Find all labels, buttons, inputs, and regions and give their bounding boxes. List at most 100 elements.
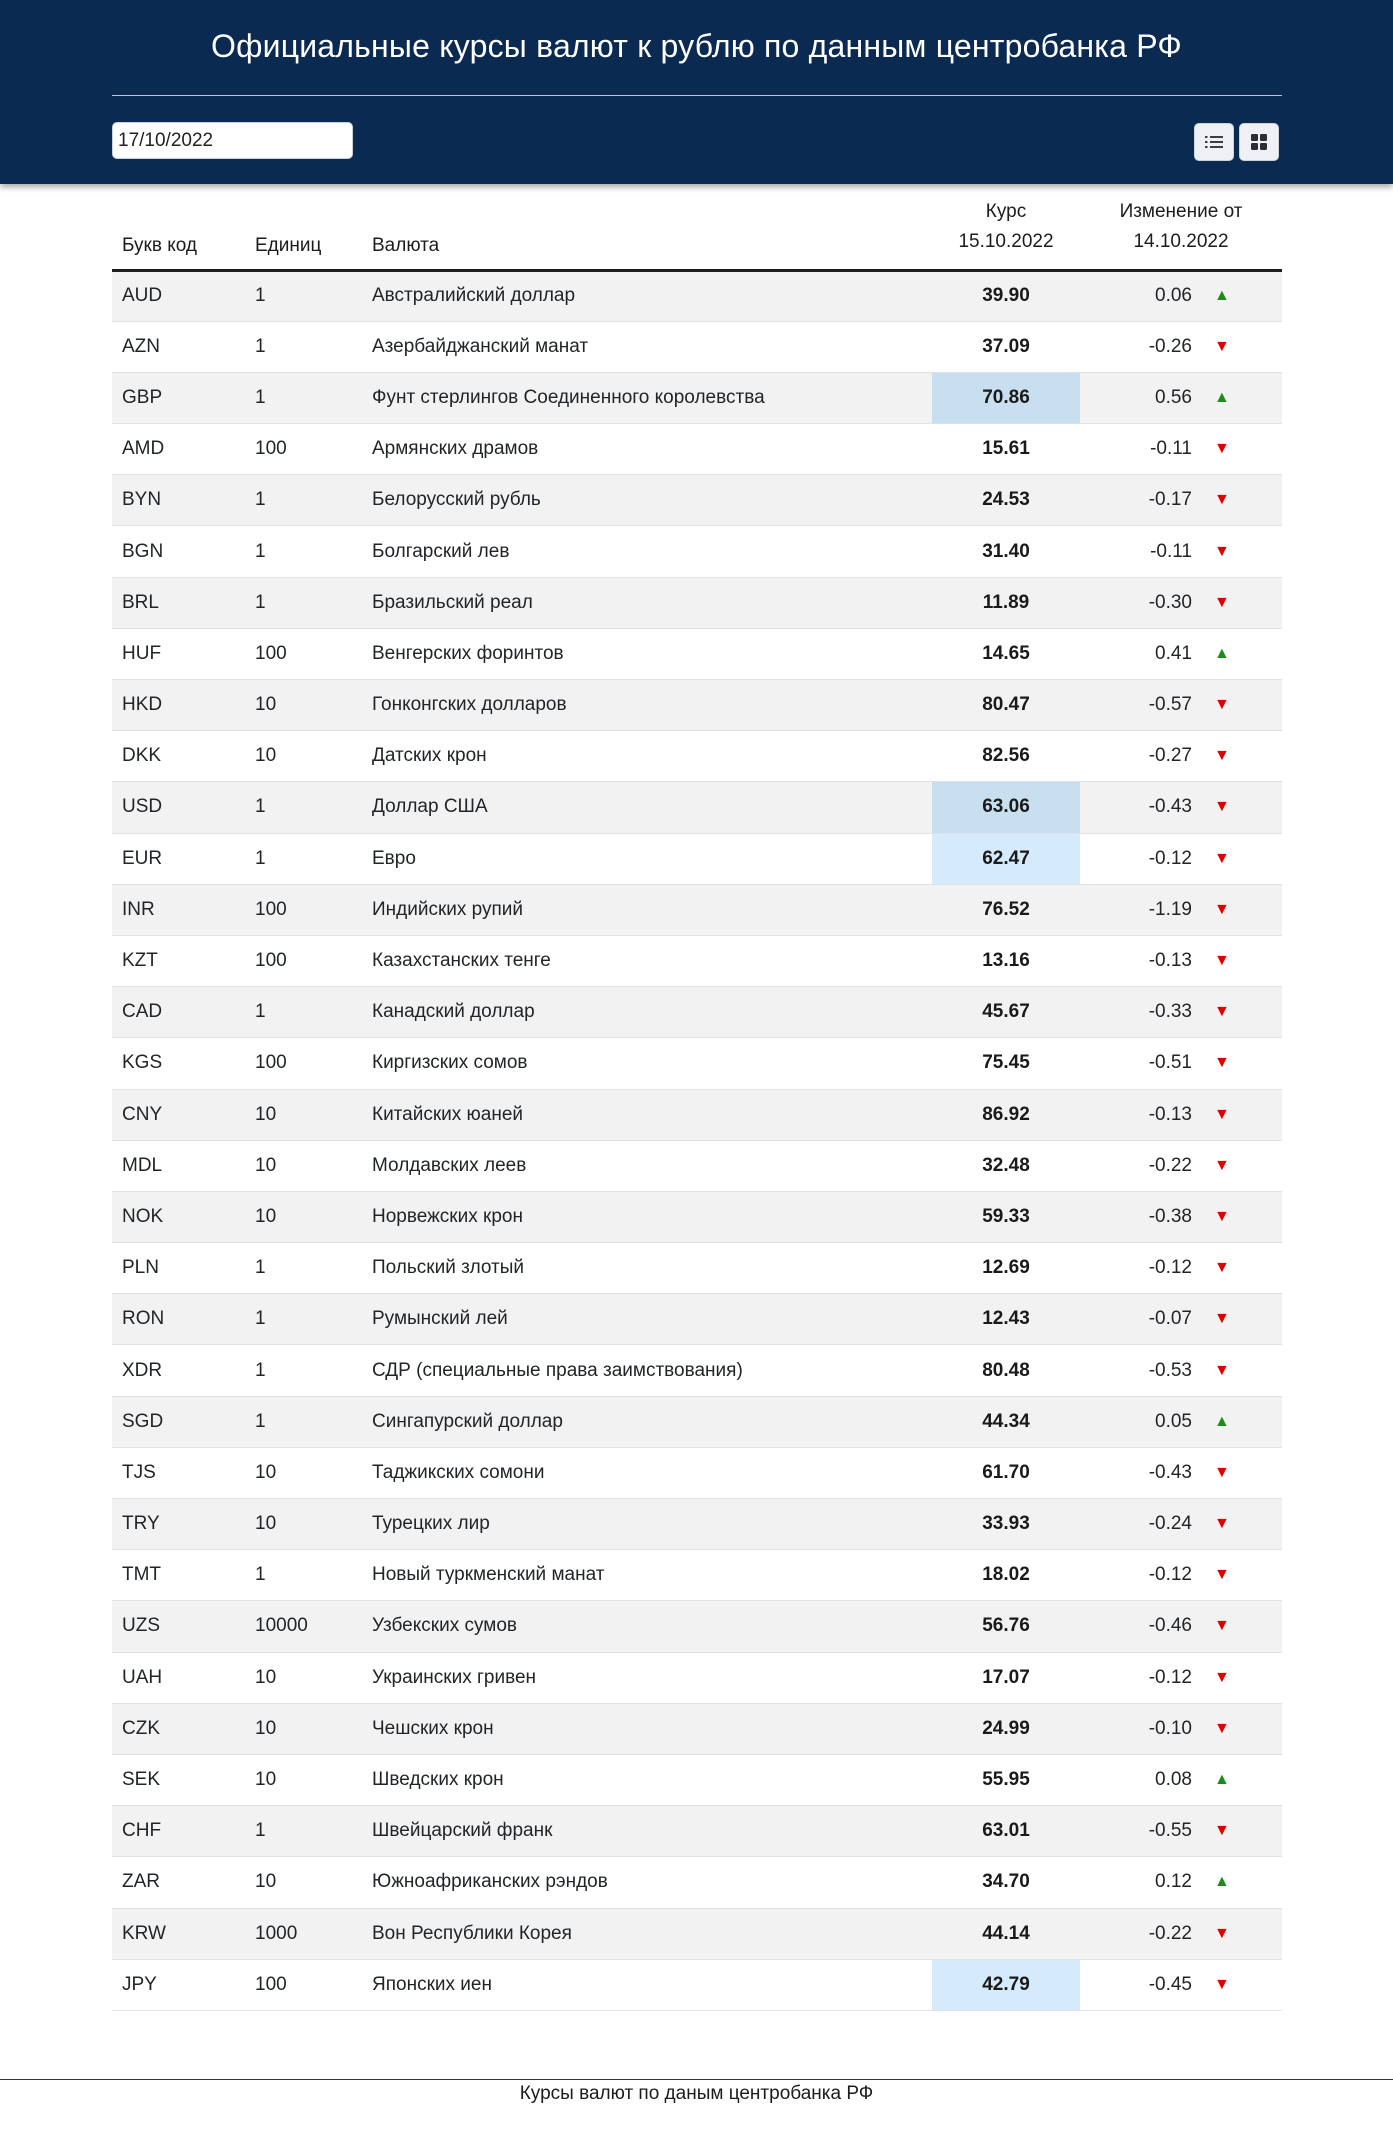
table-row[interactable]: KRW 1000 Вон Республики Корея 44.14 -0.22 ▼ bbox=[112, 1908, 1282, 1960]
table-row[interactable]: CZK 10 Чешских крон 24.99 -0.10 ▼ bbox=[112, 1703, 1282, 1755]
table-row[interactable]: MDL 10 Молдавских леев 32.48 -0.22 ▼ bbox=[112, 1140, 1282, 1192]
trend-cell: ▲ bbox=[1204, 628, 1282, 681]
table-row[interactable]: BGN 1 Болгарский лев 31.40 -0.11 ▼ bbox=[112, 525, 1282, 578]
table-row[interactable]: TMT 1 Новый туркменский манат 18.02 -0.12 ▼ bbox=[112, 1549, 1282, 1602]
table-row[interactable]: JPY 100 Японских иен 42.79 -0.45 ▼ bbox=[112, 1959, 1282, 2011]
trend-cell: ▼ bbox=[1204, 1498, 1282, 1551]
rate-cell: 44.14 bbox=[932, 1908, 1080, 1960]
units-cell: 10 bbox=[245, 679, 362, 732]
table-row[interactable]: TJS 10 Таджикских сомони 61.70 -0.43 ▼ bbox=[112, 1447, 1282, 1500]
trend-cell: ▼ bbox=[1204, 1344, 1282, 1397]
table-row[interactable]: DKK 10 Датских крон 82.56 -0.27 ▼ bbox=[112, 730, 1282, 783]
table-row[interactable]: AUD 1 Австралийский доллар 39.90 0.06 ▲ bbox=[112, 270, 1282, 322]
units-cell: 10 bbox=[245, 1498, 362, 1551]
column-header-code[interactable]: Букв код bbox=[112, 196, 245, 272]
currency-code-cell: SGD bbox=[112, 1396, 245, 1448]
rate-header-date: 15.10.2022 bbox=[958, 230, 1054, 252]
currency-code-cell: AMD bbox=[112, 423, 245, 476]
table-row[interactable]: GBP 1 Фунт стерлингов Соединенного королев… bbox=[112, 372, 1282, 425]
arrow-down-icon: ▼ bbox=[1214, 1617, 1230, 1635]
table-row[interactable]: RON 1 Румынский лей 12.43 -0.07 ▼ bbox=[112, 1293, 1282, 1346]
table-row[interactable]: TRY 10 Турецких лир 33.93 -0.24 ▼ bbox=[112, 1498, 1282, 1551]
units-cell: 100 bbox=[245, 884, 362, 936]
table-row[interactable]: KGS 100 Киргизских сомов 75.45 -0.51 ▼ bbox=[112, 1037, 1282, 1090]
trend-cell: ▼ bbox=[1204, 1549, 1282, 1602]
units-cell: 10 bbox=[245, 1856, 362, 1909]
arrow-down-icon: ▼ bbox=[1214, 1054, 1230, 1072]
arrow-down-icon: ▼ bbox=[1214, 542, 1230, 560]
arrow-down-icon: ▼ bbox=[1214, 337, 1230, 355]
units-cell: 10 bbox=[245, 1447, 362, 1500]
table-row[interactable]: ZAR 10 Южноафриканских рэндов 34.70 0.12 ▲ bbox=[112, 1856, 1282, 1909]
table-row[interactable]: SEK 10 Шведских крон 55.95 0.08 ▲ bbox=[112, 1754, 1282, 1807]
table-row[interactable]: XDR 1 СДР (специальные права заимствования… bbox=[112, 1344, 1282, 1397]
grid-icon bbox=[1251, 134, 1267, 150]
units-cell: 1 bbox=[245, 1344, 362, 1397]
table-row[interactable]: CHF 1 Швейцарский франк 63.01 -0.55 ▼ bbox=[112, 1805, 1282, 1858]
currency-code-cell: KZT bbox=[112, 935, 245, 988]
arrow-down-icon: ▼ bbox=[1214, 798, 1230, 816]
currency-name-cell: Болгарский лев bbox=[362, 525, 932, 578]
column-header-change[interactable]: Изменение от 14.10.2022 bbox=[1080, 196, 1282, 272]
arrow-down-icon: ▼ bbox=[1214, 849, 1230, 867]
currency-code-cell: AZN bbox=[112, 321, 245, 373]
trend-cell: ▼ bbox=[1204, 1191, 1282, 1244]
table-row[interactable]: CNY 10 Китайских юаней 86.92 -0.13 ▼ bbox=[112, 1089, 1282, 1141]
currency-code-cell: KGS bbox=[112, 1037, 245, 1090]
currency-name-cell: Казахстанских тенге bbox=[362, 935, 932, 988]
rate-cell: 11.89 bbox=[932, 577, 1080, 629]
units-cell: 1 bbox=[245, 1549, 362, 1602]
arrow-down-icon: ▼ bbox=[1214, 1105, 1230, 1123]
units-cell: 10 bbox=[245, 1652, 362, 1704]
currency-code-cell: TJS bbox=[112, 1447, 245, 1500]
table-row[interactable]: KZT 100 Казахстанских тенге 13.16 -0.13 ▼ bbox=[112, 935, 1282, 988]
currency-code-cell: CHF bbox=[112, 1805, 245, 1858]
grid-view-button[interactable] bbox=[1239, 123, 1279, 161]
table-row[interactable]: PLN 1 Польский злотый 12.69 -0.12 ▼ bbox=[112, 1242, 1282, 1295]
table-row[interactable]: BYN 1 Белорусский рубль 24.53 -0.17 ▼ bbox=[112, 474, 1282, 527]
currency-code-cell: ZAR bbox=[112, 1856, 245, 1909]
change-cell: -0.30 bbox=[1080, 577, 1204, 629]
column-header-units[interactable]: Единиц bbox=[245, 196, 362, 272]
trend-cell: ▲ bbox=[1204, 1856, 1282, 1909]
trend-cell: ▼ bbox=[1204, 1242, 1282, 1295]
arrow-down-icon: ▼ bbox=[1214, 1515, 1230, 1533]
trend-cell: ▼ bbox=[1204, 1037, 1282, 1090]
trend-cell: ▼ bbox=[1204, 1805, 1282, 1858]
currency-name-cell: Фунт стерлингов Соединенного королевства bbox=[362, 372, 932, 425]
arrow-down-icon: ▼ bbox=[1214, 440, 1230, 458]
currency-code-cell: HUF bbox=[112, 628, 245, 681]
currency-name-cell: Белорусский рубль bbox=[362, 474, 932, 527]
table-row[interactable]: HUF 100 Венгерских форинтов 14.65 0.41 ▲ bbox=[112, 628, 1282, 681]
trend-cell: ▼ bbox=[1204, 1089, 1282, 1141]
column-header-rate[interactable]: Курс 15.10.2022 bbox=[932, 196, 1080, 272]
date-input[interactable] bbox=[112, 122, 353, 159]
currency-code-cell: UAH bbox=[112, 1652, 245, 1704]
currency-code-cell: GBP bbox=[112, 372, 245, 425]
trend-cell: ▼ bbox=[1204, 884, 1282, 936]
arrow-down-icon: ▼ bbox=[1214, 1668, 1230, 1686]
currency-code-cell: HKD bbox=[112, 679, 245, 732]
table-row[interactable]: UZS 10000 Узбекских сумов 56.76 -0.46 ▼ bbox=[112, 1600, 1282, 1653]
arrow-down-icon: ▼ bbox=[1214, 1207, 1230, 1225]
table-row[interactable]: EUR 1 Евро 62.47 -0.12 ▼ bbox=[112, 833, 1282, 885]
table-row[interactable]: BRL 1 Бразильский реал 11.89 -0.30 ▼ bbox=[112, 577, 1282, 629]
currency-name-cell: Доллар США bbox=[362, 781, 932, 834]
table-row[interactable]: SGD 1 Сингапурский доллар 44.34 0.05 ▲ bbox=[112, 1396, 1282, 1448]
currency-name-cell: Новый туркменский манат bbox=[362, 1549, 932, 1602]
table-row[interactable]: CAD 1 Канадский доллар 45.67 -0.33 ▼ bbox=[112, 986, 1282, 1039]
table-row[interactable]: HKD 10 Гонконгских долларов 80.47 -0.57 ▼ bbox=[112, 679, 1282, 732]
change-cell: -0.43 bbox=[1080, 1447, 1204, 1500]
table-row[interactable]: NOK 10 Норвежских крон 59.33 -0.38 ▼ bbox=[112, 1191, 1282, 1244]
list-view-button[interactable] bbox=[1194, 123, 1234, 161]
table-row[interactable]: AMD 100 Армянских драмов 15.61 -0.11 ▼ bbox=[112, 423, 1282, 476]
table-row[interactable]: INR 100 Индийских рупий 76.52 -1.19 ▼ bbox=[112, 884, 1282, 936]
table-row[interactable]: AZN 1 Азербайджанский манат 37.09 -0.26 ▼ bbox=[112, 321, 1282, 373]
change-cell: -0.12 bbox=[1080, 1652, 1204, 1704]
arrow-down-icon: ▼ bbox=[1214, 747, 1230, 765]
table-row[interactable]: UAH 10 Украинских гривен 17.07 -0.12 ▼ bbox=[112, 1652, 1282, 1704]
change-cell: -0.07 bbox=[1080, 1293, 1204, 1346]
arrow-up-icon: ▲ bbox=[1214, 1771, 1230, 1789]
column-header-currency[interactable]: Валюта bbox=[362, 196, 932, 272]
table-row[interactable]: USD 1 Доллар США 63.06 -0.43 ▼ bbox=[112, 781, 1282, 834]
